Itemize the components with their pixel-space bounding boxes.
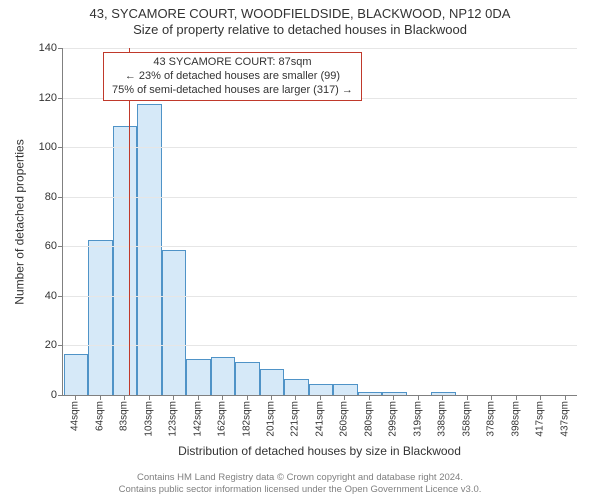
xtick-mark [222, 395, 223, 400]
ytick-label: 60 [45, 240, 57, 252]
y-axis-title: Number of detached properties [12, 48, 28, 396]
bar [211, 357, 236, 395]
xtick-label: 299sqm [388, 401, 399, 437]
xtick-mark [320, 395, 321, 400]
info-box-line: ← 23% of detached houses are smaller (99… [112, 70, 353, 84]
gridline [63, 48, 577, 49]
xtick-mark [418, 395, 419, 400]
address-title: 43, SYCAMORE COURT, WOODFIELDSIDE, BLACK… [0, 6, 600, 22]
xtick-label: 358sqm [461, 401, 472, 437]
xtick-mark [173, 395, 174, 400]
ytick-mark [58, 197, 63, 198]
footer-line-1: Contains HM Land Registry data © Crown c… [0, 472, 600, 484]
gridline [63, 246, 577, 247]
bar [260, 369, 285, 395]
xtick-mark [467, 395, 468, 400]
titles: 43, SYCAMORE COURT, WOODFIELDSIDE, BLACK… [0, 0, 600, 37]
plot-area: 44sqm64sqm83sqm103sqm123sqm142sqm162sqm1… [62, 48, 577, 396]
xtick-label: 437sqm [559, 401, 570, 437]
xtick-mark [540, 395, 541, 400]
xtick-mark [516, 395, 517, 400]
xtick-label: 123sqm [168, 401, 179, 437]
ytick-mark [58, 296, 63, 297]
xtick-mark [491, 395, 492, 400]
subtitle: Size of property relative to detached ho… [0, 22, 600, 38]
xtick-label: 417sqm [535, 401, 546, 437]
gridline [63, 147, 577, 148]
ytick-label: 0 [51, 389, 57, 401]
xtick-mark [393, 395, 394, 400]
bar-slot: 299sqm [381, 48, 405, 395]
xtick-mark [295, 395, 296, 400]
bar-slot: 378sqm [479, 48, 503, 395]
x-axis-title: Distribution of detached houses by size … [62, 444, 577, 458]
bar [162, 250, 187, 395]
bar [186, 359, 211, 395]
bar [235, 362, 260, 395]
ytick-label: 100 [39, 141, 57, 153]
plot: 44sqm64sqm83sqm103sqm123sqm142sqm162sqm1… [62, 48, 577, 396]
info-box-line: 43 SYCAMORE COURT: 87sqm [112, 56, 353, 70]
bar [284, 379, 309, 395]
xtick-mark [271, 395, 272, 400]
xtick-mark [198, 395, 199, 400]
bar-slot: 417sqm [528, 48, 552, 395]
ytick-mark [58, 395, 63, 396]
bar-slot: 437sqm [552, 48, 576, 395]
info-box: 43 SYCAMORE COURT: 87sqm← 23% of detache… [103, 52, 362, 101]
xtick-label: 280sqm [363, 401, 374, 437]
xtick-label: 83sqm [119, 401, 130, 431]
xtick-mark [149, 395, 150, 400]
ytick-mark [58, 246, 63, 247]
bar [113, 126, 138, 395]
xtick-mark [565, 395, 566, 400]
xtick-label: 241sqm [314, 401, 325, 437]
gridline [63, 345, 577, 346]
chart-container: 43, SYCAMORE COURT, WOODFIELDSIDE, BLACK… [0, 0, 600, 500]
xtick-mark [247, 395, 248, 400]
xtick-label: 319sqm [412, 401, 423, 437]
bar-slot: 44sqm [63, 48, 87, 395]
ytick-mark [58, 48, 63, 49]
ytick-mark [58, 345, 63, 346]
bar [64, 354, 89, 395]
xtick-label: 398sqm [510, 401, 521, 437]
ytick-mark [58, 98, 63, 99]
ytick-label: 120 [39, 92, 57, 104]
xtick-mark [100, 395, 101, 400]
xtick-label: 162sqm [217, 401, 228, 437]
xtick-label: 378sqm [486, 401, 497, 437]
footer: Contains HM Land Registry data © Crown c… [0, 472, 600, 496]
bar-slot: 398sqm [503, 48, 527, 395]
xtick-label: 338sqm [437, 401, 448, 437]
bar-slot: 358sqm [455, 48, 479, 395]
gridline [63, 296, 577, 297]
ytick-label: 40 [45, 290, 57, 302]
xtick-label: 260sqm [339, 401, 350, 437]
xtick-mark [344, 395, 345, 400]
ytick-label: 20 [45, 339, 57, 351]
xtick-label: 182sqm [241, 401, 252, 437]
bar [88, 240, 113, 395]
ytick-label: 140 [39, 42, 57, 54]
xtick-label: 142sqm [192, 401, 203, 437]
xtick-mark [369, 395, 370, 400]
xtick-mark [124, 395, 125, 400]
xtick-label: 64sqm [94, 401, 105, 431]
bar-slot: 319sqm [406, 48, 430, 395]
xtick-label: 103sqm [143, 401, 154, 437]
xtick-label: 44sqm [70, 401, 81, 431]
ytick-label: 80 [45, 191, 57, 203]
bar [333, 384, 358, 395]
ytick-mark [58, 147, 63, 148]
footer-line-2: Contains public sector information licen… [0, 484, 600, 496]
xtick-mark [442, 395, 443, 400]
info-box-line: 75% of semi-detached houses are larger (… [112, 84, 353, 98]
xtick-label: 201sqm [265, 401, 276, 437]
gridline [63, 197, 577, 198]
xtick-label: 221sqm [290, 401, 301, 437]
bar-slot: 338sqm [430, 48, 454, 395]
bar [309, 384, 334, 395]
xtick-mark [75, 395, 76, 400]
